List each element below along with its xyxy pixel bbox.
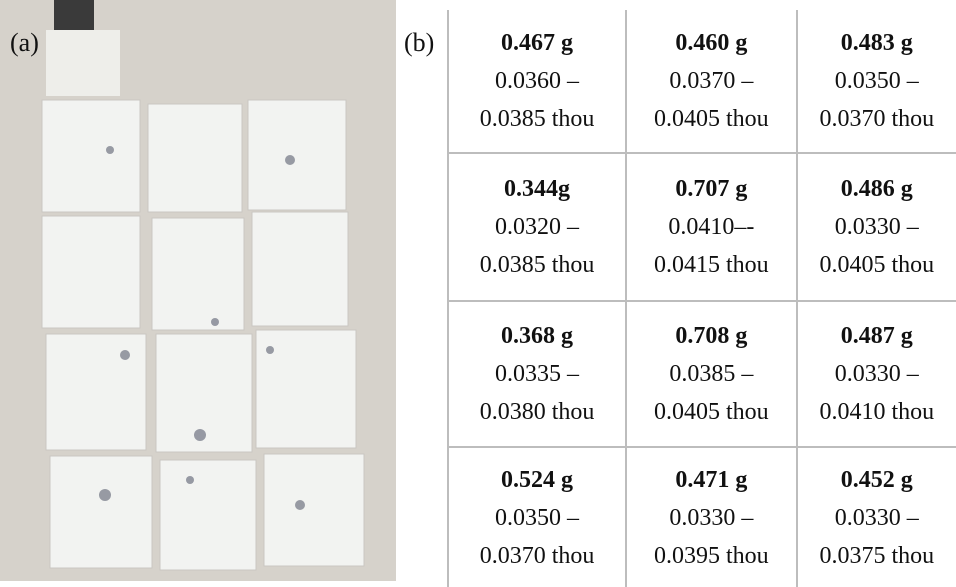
thickness-range: 0.0410–- [668, 214, 755, 240]
table-cell: 0.524 g 0.0350 – 0.0370 thou [446, 446, 628, 587]
residue [99, 146, 305, 510]
sample-weight: 0.487 g [840, 323, 913, 349]
thickness-range: 0.0370 thou [479, 542, 595, 569]
sample-weight: 0.368 g [501, 323, 574, 349]
data-table: 0.467 g 0.0360 – 0.0385 thou 0.460 g 0.0370 … [446, 10, 956, 587]
sample-weight: 0.467 g [501, 30, 574, 56]
table-cell: 0.452 g 0.0330 – 0.0375 thou [795, 446, 956, 587]
thickness-range: 0.0350 – [495, 504, 580, 531]
sample-weight: 0.708 g [675, 323, 748, 349]
sample-weight: 0.471 g [675, 466, 748, 493]
thickness-range: 0.0370 – [669, 68, 754, 94]
thickness-range: 0.0330 – [834, 214, 919, 240]
sample-weight: 0.344g [504, 176, 571, 202]
table-cell: 0.707 g 0.0410–- 0.0415 thou [625, 152, 798, 302]
table-cell: 0.483 g 0.0350 – 0.0370 thou [795, 10, 956, 154]
table-cell: 0.368 g 0.0335 – 0.0380 thou [446, 300, 628, 448]
thickness-range: 0.0335 – [495, 361, 580, 387]
thickness-range: 0.0405 thou [654, 106, 769, 132]
table-cell: 0.344g 0.0320 – 0.0385 thou [446, 152, 628, 302]
sample-weight: 0.707 g [675, 176, 748, 202]
thickness-range: 0.0405 thou [819, 252, 935, 278]
sample-weight: 0.460 g [675, 30, 748, 56]
thickness-range: 0.0320 – [495, 214, 580, 240]
sample-weight: 0.452 g [840, 466, 913, 493]
thickness-range: 0.0330 – [834, 361, 919, 387]
table-cell: 0.467 g 0.0360 – 0.0385 thou [446, 10, 628, 154]
thickness-range: 0.0330 – [834, 504, 919, 531]
table-cell: 0.708 g 0.0385 – 0.0405 thou [625, 300, 798, 448]
thickness-range: 0.0410 thou [819, 399, 935, 425]
photo [0, 0, 396, 581]
thickness-range: 0.0330 – [669, 504, 754, 531]
panel-label: (a) [10, 28, 39, 57]
table-row: 0.344g 0.0320 – 0.0385 thou 0.707 g 0.0410–-… [446, 152, 956, 302]
thickness-range: 0.0380 thou [479, 399, 595, 425]
table-row: 0.467 g 0.0360 – 0.0385 thou 0.460 g 0.0370 … [446, 10, 956, 154]
table-cell: 0.486 g 0.0330 – 0.0405 thou [795, 152, 956, 302]
table-cell: 0.460 g 0.0370 – 0.0405 thou [625, 10, 798, 154]
table-row: 0.524 g 0.0350 – 0.0370 thou 0.471 g 0.0330 … [446, 446, 956, 587]
thickness-range: 0.0370 thou [819, 106, 935, 132]
thickness-range: 0.0415 thou [654, 252, 769, 278]
thickness-range: 0.0385 thou [479, 106, 595, 132]
sample-weight: 0.524 g [501, 466, 574, 493]
sample-weight: 0.483 g [840, 30, 913, 56]
sample-weight: 0.486 g [840, 176, 913, 202]
thickness-range: 0.0385 thou [479, 252, 595, 278]
thickness-range: 0.0405 thou [654, 399, 769, 425]
tag [46, 30, 120, 96]
thickness-range: 0.0360 – [495, 68, 580, 94]
thickness-range: 0.0385 – [669, 361, 754, 387]
thickness-range: 0.0395 thou [654, 542, 769, 569]
table-cell: 0.471 g 0.0330 – 0.0395 thou [625, 446, 798, 587]
thickness-range: 0.0375 thou [819, 542, 935, 569]
thickness-range: 0.0350 – [834, 68, 919, 94]
table-cell: 0.487 g 0.0330 – 0.0410 thou [795, 300, 956, 448]
samples [41, 99, 365, 571]
table-row: 0.368 g 0.0335 – 0.0380 thou 0.708 g 0.0385 … [446, 300, 956, 448]
panel-label: (b) [404, 28, 435, 57]
